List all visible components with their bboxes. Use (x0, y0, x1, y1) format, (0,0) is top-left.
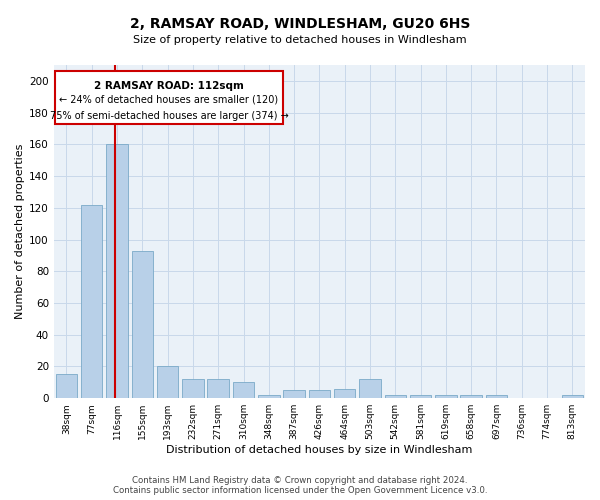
Text: 2, RAMSAY ROAD, WINDLESHAM, GU20 6HS: 2, RAMSAY ROAD, WINDLESHAM, GU20 6HS (130, 18, 470, 32)
Bar (486, 395, 507, 398)
Text: 75% of semi-detached houses are larger (374) →: 75% of semi-detached houses are larger (… (50, 111, 288, 121)
Bar (106, 144, 128, 398)
Text: Contains public sector information licensed under the Open Government Licence v3: Contains public sector information licen… (113, 486, 487, 495)
Text: 2 RAMSAY ROAD: 112sqm: 2 RAMSAY ROAD: 112sqm (94, 80, 244, 90)
Bar (157, 366, 178, 398)
Bar (258, 395, 280, 398)
Bar (460, 395, 482, 398)
Text: Size of property relative to detached houses in Windlesham: Size of property relative to detached ho… (133, 35, 467, 45)
Bar (359, 379, 381, 398)
Bar (410, 395, 431, 398)
Y-axis label: Number of detached properties: Number of detached properties (15, 144, 25, 320)
Bar (233, 382, 254, 398)
Bar (182, 379, 203, 398)
Bar (208, 379, 229, 398)
Text: ← 24% of detached houses are smaller (120): ← 24% of detached houses are smaller (12… (59, 94, 278, 104)
Bar (81, 204, 103, 398)
Bar (334, 388, 355, 398)
FancyBboxPatch shape (55, 72, 283, 124)
Bar (562, 395, 583, 398)
Bar (308, 390, 330, 398)
Text: Contains HM Land Registry data © Crown copyright and database right 2024.: Contains HM Land Registry data © Crown c… (132, 476, 468, 485)
Bar (56, 374, 77, 398)
Bar (385, 395, 406, 398)
Bar (435, 395, 457, 398)
X-axis label: Distribution of detached houses by size in Windlesham: Distribution of detached houses by size … (166, 445, 473, 455)
Bar (283, 390, 305, 398)
Bar (131, 250, 153, 398)
